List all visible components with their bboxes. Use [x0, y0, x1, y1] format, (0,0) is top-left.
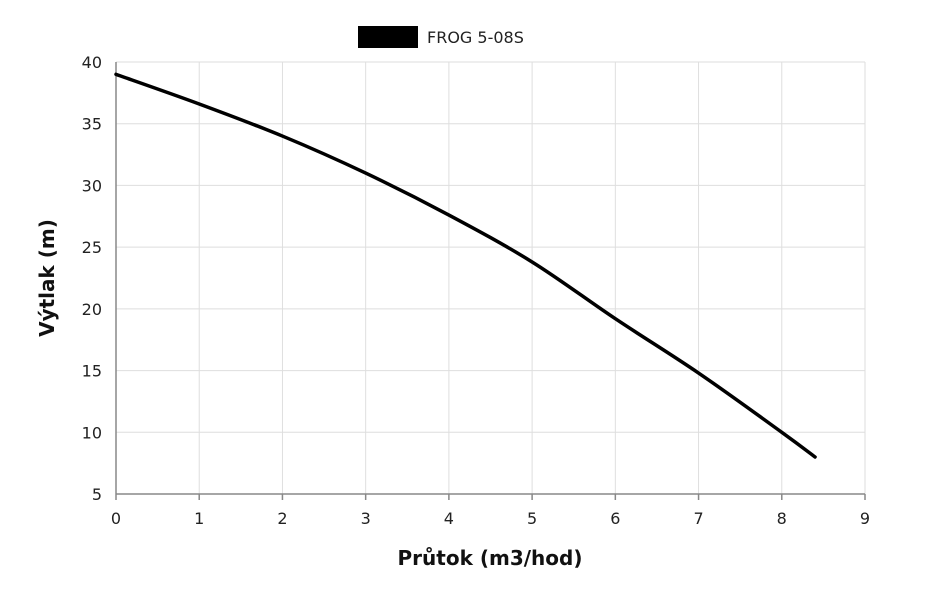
horizontal-gridlines — [116, 61, 865, 433]
legend: FROG 5-08S — [358, 26, 524, 48]
x-tick-label: 9 — [860, 509, 870, 528]
x-tick-label: 2 — [277, 509, 287, 528]
x-tick-label: 0 — [111, 509, 121, 528]
axes — [115, 62, 866, 500]
x-tick-labels: 0 1 2 3 4 5 6 7 8 9 — [111, 509, 870, 528]
y-axis-title: Výtlak (m) — [35, 219, 59, 337]
x-tick-label: 6 — [610, 509, 620, 528]
y-tick-label: 40 — [82, 53, 102, 72]
legend-label: FROG 5-08S — [427, 28, 524, 47]
x-tick-label: 5 — [527, 509, 537, 528]
y-tick-labels: 5 10 15 20 25 30 35 40 — [82, 53, 102, 504]
series-line — [114, 72, 817, 459]
vertical-gridlines — [198, 62, 866, 494]
y-tick-label: 5 — [92, 485, 102, 504]
x-tick-label: 8 — [777, 509, 787, 528]
x-tick-label: 4 — [444, 509, 454, 528]
y-tick-label: 25 — [82, 238, 102, 257]
x-tick-label: 1 — [194, 509, 204, 528]
y-tick-label: 35 — [82, 115, 102, 134]
x-tick-label: 7 — [693, 509, 703, 528]
y-tick-label: 10 — [82, 423, 102, 442]
x-tick-label: 3 — [361, 509, 371, 528]
x-axis-title: Průtok (m3/hod) — [398, 546, 583, 570]
y-tick-label: 15 — [82, 362, 102, 381]
legend-swatch — [358, 26, 418, 48]
series-layer — [114, 72, 817, 459]
y-tick-label: 30 — [82, 176, 102, 195]
y-tick-label: 20 — [82, 300, 102, 319]
